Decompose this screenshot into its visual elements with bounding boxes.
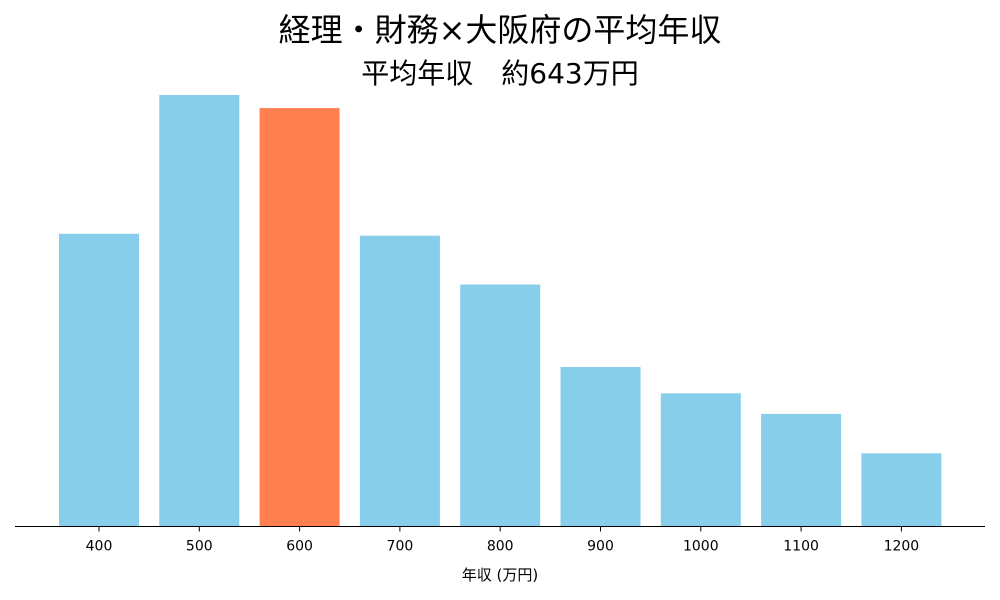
bars-group xyxy=(59,95,942,527)
x-axis-label: 年収 (万円) xyxy=(461,566,539,584)
x-tick-label-700: 700 xyxy=(387,539,414,555)
bar-700 xyxy=(359,235,440,527)
bar-1200 xyxy=(861,453,942,527)
x-tick-label-600: 600 xyxy=(286,539,313,555)
x-tick-label-1000: 1000 xyxy=(683,539,719,555)
bar-800 xyxy=(460,284,541,527)
x-tick-label-800: 800 xyxy=(487,539,514,555)
bar-1100 xyxy=(761,413,842,527)
bar-600 xyxy=(259,108,340,527)
chart-title: 経理・財務×大阪府の平均年収 xyxy=(278,11,722,49)
bar-1000 xyxy=(660,393,741,527)
bar-400 xyxy=(59,233,139,527)
chart-subtitle: 平均年収 約643万円 xyxy=(361,57,639,90)
x-tick-label-1100: 1100 xyxy=(783,539,819,555)
x-tick-label-1200: 1200 xyxy=(884,539,920,555)
x-tick-label-900: 900 xyxy=(587,539,614,555)
bar-900 xyxy=(560,367,641,527)
x-ticks-group: 400 500 600 700 800 900 1000 1100 1200 xyxy=(86,526,920,555)
bar-500 xyxy=(159,95,240,527)
x-tick-label-500: 500 xyxy=(186,539,213,555)
x-tick-label-400: 400 xyxy=(86,539,113,555)
